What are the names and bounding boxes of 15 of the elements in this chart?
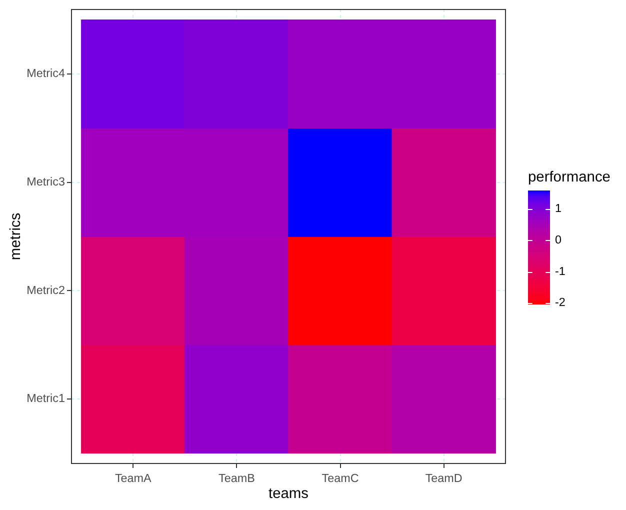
color-bar-label: -1 — [555, 264, 566, 278]
x-tick-label: TeamB — [218, 472, 256, 486]
x-axis-title: teams — [268, 486, 308, 502]
x-tick-label: TeamC — [322, 472, 359, 486]
color-bar-label: 0 — [555, 233, 562, 246]
y-tick-label: Metric1 — [26, 392, 65, 406]
y-tick-label: Metric4 — [26, 67, 66, 80]
color-bar-label: 1 — [555, 202, 562, 215]
color-bar-title: performance — [528, 170, 610, 186]
y-axis-title: metrics — [8, 212, 24, 260]
y-tick-label: Metric3 — [26, 176, 65, 189]
x-tick-label: TeamA — [114, 472, 152, 486]
y-tick-label: Metric2 — [26, 284, 65, 297]
x-tick-label: TeamD — [425, 472, 462, 486]
color-bar-label: -2 — [555, 296, 566, 310]
